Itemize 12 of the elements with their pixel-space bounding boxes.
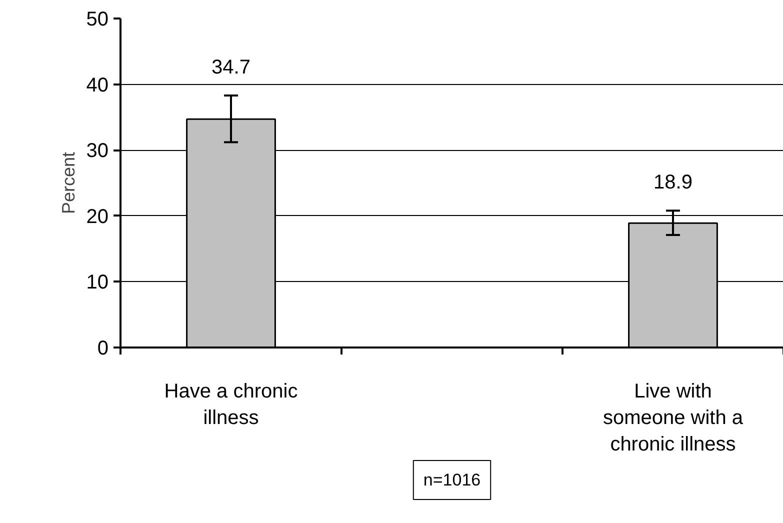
y-tick-label: 50 bbox=[86, 8, 109, 30]
y-axis-title: Percent bbox=[58, 152, 78, 214]
y-tick-label: 30 bbox=[86, 140, 109, 162]
data-label: 18.9 bbox=[654, 172, 692, 194]
y-tick-label: 20 bbox=[86, 206, 109, 228]
x-tick-label: Have a chronic illness bbox=[164, 380, 298, 429]
text: n=1016 bbox=[423, 470, 481, 490]
y-tick-label: 40 bbox=[86, 74, 109, 96]
data-label: 34.7 bbox=[212, 56, 250, 78]
y-tick-label: 10 bbox=[86, 272, 109, 294]
y-tick-label: 0 bbox=[97, 338, 108, 360]
x-tick-label: Live with someone with a chronic illness bbox=[602, 380, 744, 456]
